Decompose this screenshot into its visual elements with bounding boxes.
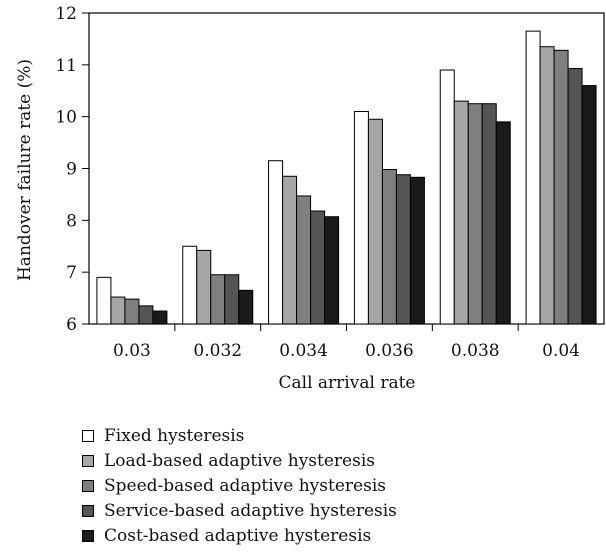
legend-swatch [82,529,94,542]
bar [353,110,369,325]
bar [567,67,583,325]
legend-item: Service-based adaptive hysteresis [82,498,397,523]
x-tick-label: 0.036 [365,341,414,361]
bar [481,103,497,325]
legend-swatch [82,504,94,517]
bar [110,296,126,325]
bar [96,276,112,325]
x-tick-label: 0.04 [542,341,580,361]
bar [196,249,212,325]
bar [439,69,455,325]
y-tick-label: 9 [66,160,77,180]
bar [324,216,340,325]
legend-label: Service-based adaptive hysteresis [104,500,397,521]
y-tick-label: 12 [55,4,77,24]
legend-label: Load-based adaptive hysteresis [104,450,375,471]
bar [539,46,555,325]
legend-swatch [82,479,94,492]
bar [525,30,541,325]
bar [381,169,397,325]
bar [395,174,411,325]
bar [268,160,284,325]
bar [409,176,425,325]
bar [282,175,298,325]
y-tick-label: 7 [66,263,77,283]
bar [210,274,226,325]
legend-label: Fixed hysteresis [104,425,245,446]
bar-chart: 6 7 8 9 10 11 12 0.03 0.032 0.034 0.036 0.038 0.04 H… [15,4,605,393]
bar [238,289,254,325]
bar [581,85,597,325]
legend-item: Fixed hysteresis [82,423,397,448]
y-axis-label: Handover failure rate (%) [15,59,35,281]
legend: Fixed hysteresis Load-based adaptive hyst… [82,423,397,548]
legend-item: Speed-based adaptive hysteresis [82,473,397,498]
legend-swatch [82,429,94,442]
bar [224,274,240,325]
bar [467,103,483,325]
bar [310,210,326,325]
legend-label: Cost-based adaptive hysteresis [104,525,372,546]
y-tick-label: 10 [55,108,77,128]
bar [124,298,140,325]
bar [495,121,511,325]
bar [367,118,383,325]
plot-area: 6 7 8 9 10 11 12 0.03 0.032 0.034 0.036 0.038 0.04 [55,4,605,361]
x-tick-label: 0.032 [193,341,242,361]
x-tick-label: 0.034 [279,341,328,361]
bar [453,100,469,325]
legend-swatch [82,454,94,467]
legend-item: Cost-based adaptive hysteresis [82,523,397,548]
legend-label: Speed-based adaptive hysteresis [104,475,386,496]
bar [553,49,569,325]
x-axis-label: Call arrival rate [279,373,416,393]
bar [296,195,312,325]
bar [152,310,168,325]
legend-item: Load-based adaptive hysteresis [82,448,397,473]
bar [182,245,198,325]
y-tick-label: 8 [66,211,77,231]
y-tick-label: 6 [66,315,77,335]
x-tick-label: 0.038 [451,341,500,361]
bar [138,305,154,325]
x-tick-label: 0.03 [113,341,151,361]
y-tick-label: 11 [55,56,77,76]
